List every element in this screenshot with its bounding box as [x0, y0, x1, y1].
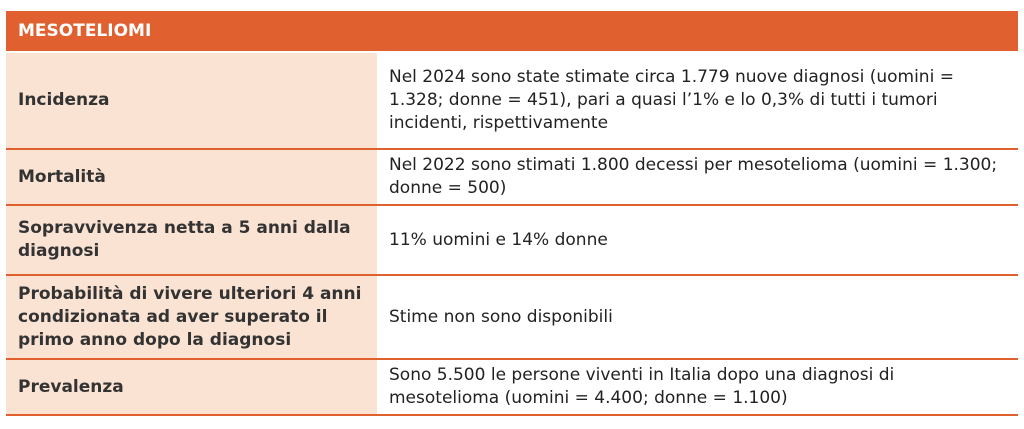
row-label: Sopravvivenza netta a 5 anni dalla diagn…	[6, 205, 377, 276]
row-label: Prevalenza	[6, 359, 377, 416]
row-label: Incidenza	[6, 53, 377, 150]
row-value: Stime non sono disponibili	[377, 275, 1018, 360]
table-title: MESOTELIOMI	[6, 11, 1018, 53]
row-value: Sono 5.500 le persone viventi in Italia …	[377, 359, 1018, 416]
table-row: Sopravvivenza netta a 5 anni dalla diagn…	[6, 205, 1018, 276]
row-value: Nel 2022 sono stimati 1.800 decessi per …	[377, 149, 1018, 206]
table: Incidenza Nel 2024 sono state stimate cir…	[6, 53, 1018, 416]
table-row: Prevalenza Sono 5.500 le persone viventi …	[6, 359, 1018, 416]
row-value: Nel 2024 sono state stimate circa 1.779 …	[377, 53, 1018, 150]
table-row: Incidenza Nel 2024 sono state stimate cir…	[6, 53, 1018, 150]
table-row: Probabilità di vivere ulteriori 4 anni c…	[6, 275, 1018, 360]
table-body: Incidenza Nel 2024 sono state stimate cir…	[6, 53, 1018, 416]
table-row: Mortalità Nel 2022 sono stimati 1.800 dec…	[6, 149, 1018, 206]
table-card: MESOTELIOMI Incidenza Nel 2024 sono state…	[6, 11, 1018, 416]
row-value: 11% uomini e 14% donne	[377, 205, 1018, 276]
row-label: Mortalità	[6, 149, 377, 206]
row-label: Probabilità di vivere ulteriori 4 anni c…	[6, 275, 377, 360]
